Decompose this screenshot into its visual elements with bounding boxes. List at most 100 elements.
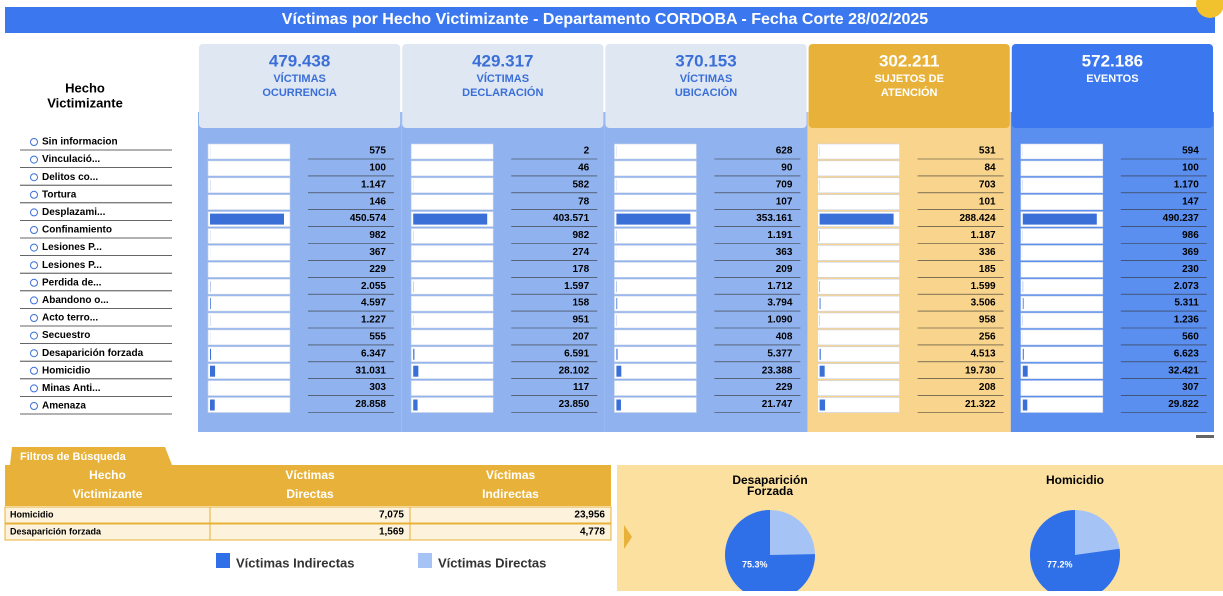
bar-box (411, 330, 493, 345)
value-label: 32.421 (1168, 365, 1199, 376)
value-label: 2.055 (361, 281, 386, 292)
column-total: 302.211 (879, 51, 940, 70)
value-label: 982 (369, 230, 386, 241)
table-header-cell: Víctimas (285, 468, 335, 482)
info-icon (31, 367, 38, 374)
column-label: VÍCTIMAS (273, 72, 326, 85)
value-label: 555 (369, 332, 386, 343)
bar-box (208, 195, 290, 210)
row-label: Desplazami... (42, 207, 106, 218)
bar (820, 400, 825, 411)
value-label: 958 (979, 315, 996, 326)
bar (616, 298, 617, 309)
column-total: 479.438 (269, 51, 330, 70)
value-label: 1.090 (767, 315, 792, 326)
row-label: Minas Anti... (42, 383, 101, 394)
bar-box (411, 195, 493, 210)
value-label: 209 (776, 264, 793, 275)
bar-box (1021, 178, 1103, 193)
value-label: 408 (776, 332, 793, 343)
value-label: 6.591 (564, 348, 589, 359)
value-label: 582 (573, 179, 590, 190)
value-label: 628 (776, 146, 793, 157)
bar-box (818, 144, 900, 159)
bar-box (614, 229, 696, 244)
bar-box (614, 296, 696, 311)
bar-box (208, 229, 290, 244)
row-label: Amenaza (42, 401, 86, 412)
value-label: 84 (984, 163, 996, 174)
column-label: EVENTOS (1086, 73, 1138, 85)
value-label: 336 (979, 247, 996, 258)
bar-box (818, 330, 900, 345)
bar-box (818, 398, 900, 413)
bar-box (818, 262, 900, 277)
value-label: 3.794 (767, 298, 792, 309)
value-label: 403.571 (553, 213, 590, 224)
info-icon (31, 403, 38, 410)
column-label: UBICACIÓN (675, 86, 737, 99)
bar-box (208, 161, 290, 176)
row-label: Perdida de... (42, 277, 102, 288)
bar-box (411, 161, 493, 176)
row-label: Delitos co... (42, 172, 98, 183)
pie-panel (617, 465, 1223, 591)
column-label: SUJETOS DE (874, 73, 944, 85)
bar (820, 214, 894, 225)
table-header-cell: Victimizante (73, 487, 143, 501)
row-label: Acto terro... (42, 313, 98, 324)
value-label: 369 (1182, 247, 1199, 258)
bar-box (1021, 364, 1103, 379)
value-label: 230 (1182, 264, 1199, 275)
table-cell-text: 4,778 (580, 527, 605, 538)
value-label: 31.031 (355, 365, 386, 376)
title: Víctimas por Hecho Victimizante - Depart… (282, 11, 929, 28)
column-total: 429.317 (472, 51, 533, 70)
pie-label: 75.3% (742, 559, 768, 569)
bar (1023, 214, 1097, 225)
value-label: 1.597 (564, 281, 589, 292)
bar (210, 400, 215, 411)
bar-box (614, 381, 696, 396)
bar-box (411, 364, 493, 379)
bar-box (818, 296, 900, 311)
value-label: 158 (573, 298, 590, 309)
value-label: 178 (573, 264, 590, 275)
row-label: Confinamiento (42, 225, 112, 236)
value-label: 28.858 (355, 399, 386, 410)
bar-box (614, 279, 696, 294)
bar-box (411, 296, 493, 311)
column-label: VÍCTIMAS (477, 72, 530, 85)
column-total: 370.153 (675, 51, 736, 70)
value-label: 207 (573, 332, 590, 343)
bar-box (411, 245, 493, 260)
info-icon (31, 332, 38, 339)
bar-box (208, 330, 290, 345)
bar-box (411, 398, 493, 413)
value-label: 575 (369, 146, 386, 157)
info-icon (31, 156, 38, 163)
info-icon (31, 209, 38, 216)
value-label: 21.322 (965, 399, 996, 410)
value-label: 709 (776, 179, 793, 190)
bar-box (411, 178, 493, 193)
value-label: 1.191 (767, 230, 792, 241)
value-label: 1.712 (767, 281, 792, 292)
value-label: 703 (979, 179, 996, 190)
bar-box (818, 195, 900, 210)
value-label: 117 (573, 382, 590, 393)
table-header-cell: Directas (286, 487, 334, 501)
value-label: 490.237 (1163, 213, 1200, 224)
bar-box (208, 296, 290, 311)
legend-label: Víctimas Indirectas (236, 555, 355, 570)
bar (413, 214, 487, 225)
bar-box (411, 347, 493, 362)
value-label: 1.170 (1174, 179, 1199, 190)
value-label: 303 (369, 382, 386, 393)
info-icon (31, 139, 38, 146)
bar-box (818, 229, 900, 244)
minimize[interactable] (1196, 435, 1214, 438)
value-label: 363 (776, 247, 793, 258)
value-label: 107 (776, 196, 793, 207)
